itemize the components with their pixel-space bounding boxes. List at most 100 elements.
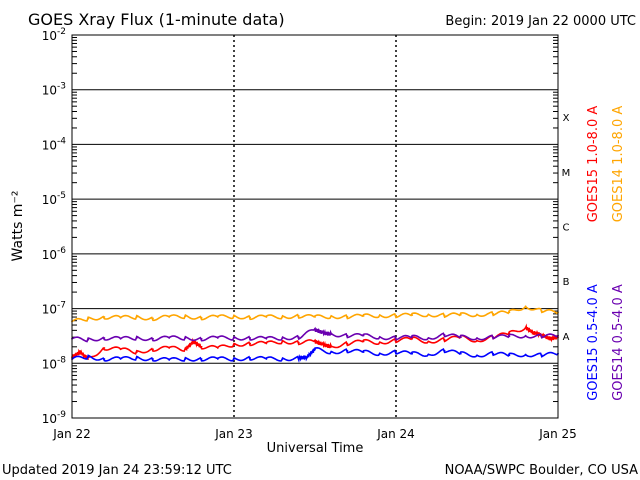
data-point <box>135 337 138 339</box>
data-point <box>330 351 333 353</box>
data-point <box>346 342 349 345</box>
data-point <box>492 313 495 315</box>
data-point <box>492 336 495 339</box>
updated-time: Updated 2019 Jan 24 23:59:12 UTC <box>2 463 232 478</box>
data-point <box>200 337 203 340</box>
data-point <box>459 313 462 316</box>
data-point <box>249 357 252 359</box>
data-point <box>103 347 106 349</box>
data-point <box>119 316 122 319</box>
data-point <box>443 338 446 341</box>
data-point <box>427 340 430 343</box>
y-tick-label: 10-7 <box>42 301 66 317</box>
data-point <box>330 345 333 348</box>
y-tick-label: 10-9 <box>42 410 67 426</box>
data-point <box>443 349 446 352</box>
data-point <box>322 343 324 346</box>
data-point <box>508 354 511 357</box>
data-point <box>103 358 106 360</box>
data-point <box>540 354 543 357</box>
data-point <box>476 313 478 316</box>
data-point <box>281 337 284 339</box>
data-point <box>103 337 106 339</box>
data-point <box>362 315 365 317</box>
data-point <box>395 314 397 317</box>
y-tick-label: 10-6 <box>42 246 67 262</box>
data-point <box>135 351 138 353</box>
data-point <box>524 353 527 356</box>
data-point <box>200 358 203 360</box>
data-point <box>395 337 397 339</box>
data-point <box>184 348 187 351</box>
data-point <box>443 314 446 317</box>
x-tick-label: Jan 23 <box>214 427 253 441</box>
data-point <box>362 340 365 343</box>
y-tick-label: 10-8 <box>42 355 67 371</box>
data-point <box>314 348 316 351</box>
legend-entry: GOES15 0.5-4.0 A <box>586 284 601 401</box>
data-point <box>411 352 414 355</box>
data-point <box>119 348 122 351</box>
legend-entry: GOES14 1.0-8.0 A <box>611 106 626 223</box>
data-point <box>249 342 252 345</box>
data-point <box>249 316 252 319</box>
x-axis-label: Universal Time <box>267 441 364 456</box>
legend: GOES15 1.0-8.0 A GOES14 1.0-8.0 A GOES15 0… <box>586 106 626 401</box>
data-point <box>200 345 203 348</box>
data-point <box>524 305 527 308</box>
data-point <box>540 310 543 312</box>
grid <box>72 35 558 418</box>
data-point <box>314 316 316 318</box>
data-point <box>265 337 268 340</box>
data-point <box>216 316 219 318</box>
flare-class-label: C <box>563 223 570 234</box>
data-point <box>524 334 527 337</box>
data-point <box>427 313 430 316</box>
x-tick-label: Jan 22 <box>52 427 91 441</box>
data-point <box>233 343 235 346</box>
legend-entry: GOES15 1.0-8.0 A <box>586 106 601 223</box>
data-point <box>281 358 284 360</box>
data-point <box>314 340 316 343</box>
data-point <box>476 339 478 342</box>
x-tick-label: Jan 25 <box>538 427 577 441</box>
data-point <box>322 331 324 334</box>
y-tick-label: 10-4 <box>42 136 67 152</box>
data-point <box>281 315 284 318</box>
data-point <box>87 317 90 320</box>
x-tick-label: Jan 24 <box>376 427 415 441</box>
data-point <box>330 333 333 336</box>
data-point <box>378 352 381 355</box>
data-point <box>346 334 349 337</box>
data-point <box>184 337 187 339</box>
data-point <box>540 335 543 338</box>
y-axis-label: Watts m⁻² <box>10 191 26 262</box>
data-point <box>378 314 381 317</box>
data-point <box>427 353 430 356</box>
data-point <box>265 358 268 360</box>
data-point <box>152 348 154 351</box>
data-point <box>443 334 446 336</box>
data-point <box>233 358 235 360</box>
data-point <box>297 341 300 344</box>
flare-class-label: A <box>563 332 570 343</box>
legend-entry: GOES14 0.5-4.0 A <box>611 284 626 401</box>
data-point <box>87 356 90 358</box>
data-point <box>249 337 252 339</box>
data-point <box>476 354 478 357</box>
data-point <box>508 311 511 314</box>
data-point <box>233 337 235 339</box>
data-point <box>168 359 171 361</box>
data-point <box>168 316 171 318</box>
data-point <box>297 315 300 317</box>
data-point <box>459 336 462 339</box>
data-point <box>362 351 365 353</box>
begin-time: Begin: 2019 Jan 22 0000 UTC <box>445 14 636 29</box>
data-point <box>532 331 535 334</box>
y-tick-label: 10-5 <box>42 191 66 207</box>
data-point <box>306 356 308 358</box>
y-tick-label: 10-3 <box>42 82 66 98</box>
data-point <box>216 358 219 360</box>
data-point <box>168 347 171 349</box>
